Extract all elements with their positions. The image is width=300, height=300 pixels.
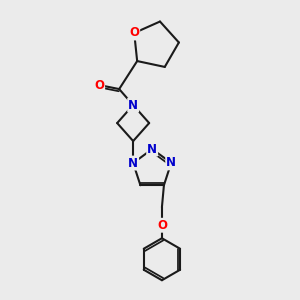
Text: O: O [94, 79, 104, 92]
Text: N: N [147, 142, 157, 156]
Text: N: N [128, 157, 138, 169]
Text: O: O [129, 26, 139, 40]
Text: O: O [157, 219, 167, 232]
Text: N: N [166, 156, 176, 170]
Text: N: N [128, 99, 138, 112]
